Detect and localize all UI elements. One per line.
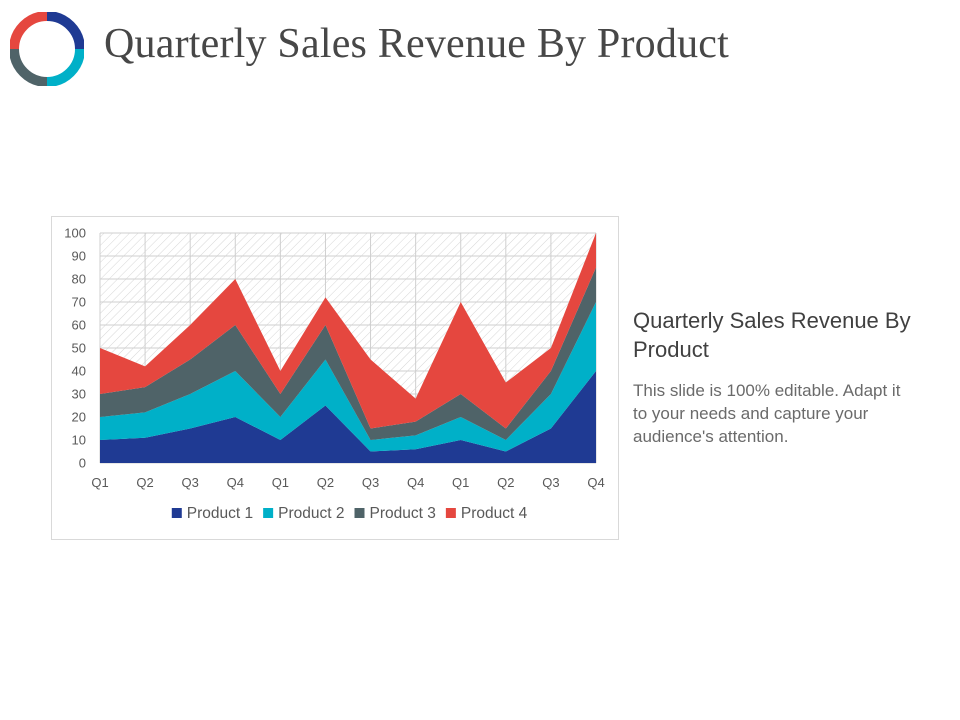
x-tick-label: Q2 [317, 475, 334, 490]
y-tick-label: 90 [72, 249, 86, 264]
area-series-4 [100, 233, 596, 429]
y-tick-label: 70 [72, 295, 86, 310]
legend-item: Product 2 [263, 505, 345, 522]
legend-swatch [445, 508, 456, 518]
chart-container: 0 10 20 30 40 50 60 70 80 90 100 Q1 Q2 Q3 Q4 Q1 Q2 Q3 Q4 Q1… [51, 216, 619, 540]
x-tick-label: Q2 [136, 475, 153, 490]
legend-swatch [171, 508, 182, 518]
legend-item: Product 3 [354, 505, 436, 522]
y-tick-label: 40 [72, 364, 86, 379]
x-tick-label: Q4 [407, 475, 424, 490]
logo-segment-3 [10, 48, 48, 86]
x-tick-label: Q2 [497, 475, 514, 490]
x-tick-label: Q1 [91, 475, 108, 490]
donut-ring-icon [10, 12, 84, 86]
x-tick-label: Q1 [272, 475, 289, 490]
legend-item: Product 1 [171, 505, 253, 522]
side-description: This slide is 100% editable. Adapt it to… [633, 381, 901, 446]
legend-label: Product 2 [278, 505, 344, 522]
area-series-2 [100, 302, 596, 452]
y-tick-label: 100 [64, 226, 86, 241]
y-tick-label: 50 [72, 341, 86, 356]
x-tick-label: Q4 [227, 475, 244, 490]
legend-label: Product 1 [187, 505, 253, 522]
legend: Product 1 Product 2 Product 3 Product 4 [171, 505, 528, 522]
y-tick-label: 20 [72, 410, 86, 425]
x-tick-label: Q3 [542, 475, 559, 490]
side-heading: Quarterly Sales Revenue By Product [633, 308, 911, 362]
x-tick-label: Q3 [182, 475, 199, 490]
logo-segment-1 [46, 12, 84, 50]
x-tick-label: Q3 [362, 475, 379, 490]
y-tick-label: 80 [72, 272, 86, 287]
legend-swatch [263, 508, 274, 518]
area-series-1 [100, 371, 596, 463]
x-tick-label: Q4 [587, 475, 604, 490]
logo-segment-2 [46, 48, 84, 86]
legend-swatch [354, 508, 365, 518]
stacked-area-chart: 0 10 20 30 40 50 60 70 80 90 100 Q1 Q2 Q3 Q4 Q1 Q2 Q3 Q4 Q1… [64, 226, 604, 523]
y-tick-label: 30 [72, 387, 86, 402]
legend-item: Product 4 [445, 505, 528, 522]
x-tick-label: Q1 [452, 475, 469, 490]
page-title: Quarterly Sales Revenue By Product [104, 21, 729, 67]
legend-label: Product 4 [461, 505, 528, 522]
legend-label: Product 3 [370, 505, 436, 522]
y-tick-label: 10 [72, 433, 86, 448]
logo-segment-4 [10, 12, 48, 50]
area-series-3 [100, 267, 596, 440]
y-tick-label: 60 [72, 318, 86, 333]
y-tick-label: 0 [79, 456, 86, 471]
